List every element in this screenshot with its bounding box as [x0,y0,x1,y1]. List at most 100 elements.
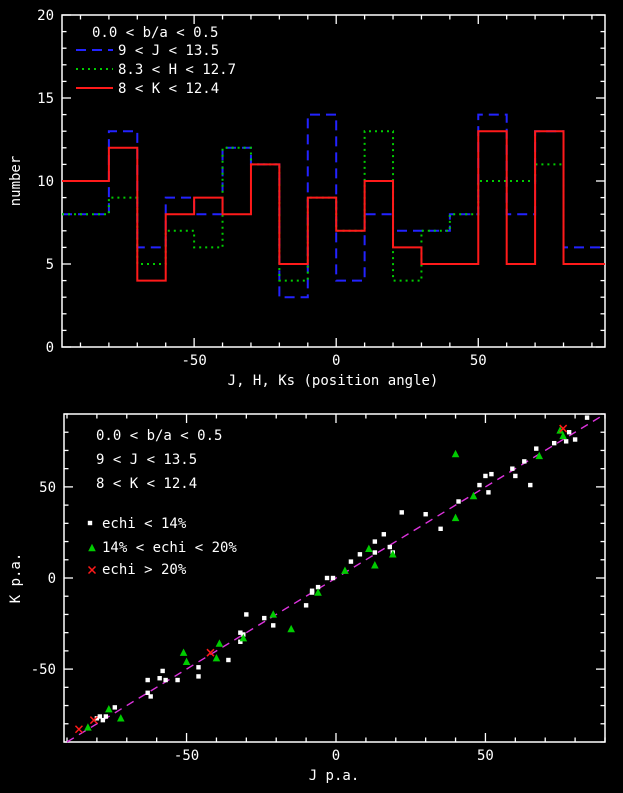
top-histogram-panel: 0.0 < b/a < 0.5 9 < J < 13.5 8.3 < H < 1… [8,8,606,389]
scatter-point-square [551,440,557,446]
scatter-point-square [94,716,100,721]
scatter-point-square [456,499,461,504]
scatter-point-square [438,526,443,531]
scatter-point-triangle [371,561,379,569]
scatter-point-square [303,603,309,608]
scatter-point-square [399,510,404,515]
y-tick-label: 0 [48,571,56,587]
bottom-annotation-k-range: 8 < K < 12.4 [96,476,197,492]
scatter-point-triangle [269,610,278,618]
scatter-point-square [160,668,165,674]
legend-label-echi-low: echi < 14% [102,516,187,532]
bottom-annotation-ba-range: 0.0 < b/a < 0.5 [96,428,222,444]
scatter-point-triangle [116,714,125,722]
x-tick-label: 0 [332,353,340,369]
scatter-point-square [103,714,109,719]
bottom-y-axis-title: K p.a. [8,553,24,604]
scatter-point-square [100,717,106,723]
y-tick-label: 0 [46,340,54,356]
scatter-point-square [196,665,201,670]
scatter-point-triangle [388,550,397,558]
scatter-points [74,415,590,734]
scatter-point-triangle [365,544,373,553]
x-tick-label: -50 [174,748,199,764]
legend-label-echi-high: echi > 20% [102,562,187,578]
scatter-point-square [148,694,153,699]
histogram-step-lines [62,113,605,299]
scatter-point-square [315,584,321,590]
y-tick-label: 5 [46,257,54,273]
bottom-scatter-panel: 0.0 < b/a < 0.5 9 < J < 13.5 8 < K < 12.… [8,413,606,784]
scatter-point-square [357,552,363,557]
scatter-point-square [572,437,578,442]
scatter-point-triangle [215,639,224,647]
scatter-point-square [145,677,150,683]
scatter-point-square [324,575,330,581]
scatter-point-square [566,430,572,435]
scatter-point-triangle [341,566,349,574]
bottom-legend-marker-samples [87,520,97,575]
scatter-point-triangle [287,624,295,633]
scatter-point-square [387,544,392,550]
scatter-point-square [522,459,527,464]
scatter-point-square [423,512,428,517]
scatter-point-square [348,559,354,564]
top-y-axis-title: number [8,156,24,207]
x-tick-label: 50 [470,353,487,369]
scatter-point-square [381,532,387,537]
histogram-step-dashed [62,113,605,299]
legend-label-j-band: 9 < J < 13.5 [118,43,219,59]
scatter-point-square [489,471,494,477]
scatter-point-square [483,473,488,479]
scatter-point-square [563,439,569,444]
top-tick-labels: -50 0 50 0 5 10 15 20 [37,8,487,369]
scatter-point-square [262,615,267,621]
scatter-point-square [175,677,180,683]
scatter-point-triangle [451,513,460,522]
x-tick-label: 0 [332,748,340,764]
scatter-point-triangle [179,648,188,656]
legend-label-echi-mid: 14% < echi < 20% [102,540,237,556]
histogram-step-dotted [62,130,605,282]
scatter-point-square [372,539,378,544]
scatter-point-square [477,482,482,488]
top-annotation-ba-range: 0.0 < b/a < 0.5 [92,25,218,41]
scatter-point-square [163,677,168,683]
scatter-point-triangle [88,543,96,552]
scatter-point-triangle [469,491,478,500]
x-tick-label: 50 [477,748,494,764]
scatter-point-square [372,550,378,555]
y-tick-label: -50 [31,662,56,678]
y-tick-label: 50 [39,480,56,496]
scatter-point-square [145,690,150,695]
y-tick-label: 20 [37,8,54,24]
scatter-point-triangle [105,705,113,713]
scatter-point-triangle [556,426,564,434]
top-legend-line-samples [76,49,113,89]
legend-label-h-band: 8.3 < H < 12.7 [118,62,236,78]
y-tick-label: 10 [37,174,54,190]
bottom-x-axis-title: J p.a. [309,768,360,784]
scatter-point-square [271,623,276,628]
bottom-axis-ticks [64,413,606,743]
scatter-point-x [74,725,83,734]
identity-reference-line [66,413,606,743]
scatter-point-square [513,473,518,479]
scatter-point-triangle [314,588,322,596]
bottom-tick-labels: -50 0 50 -50 0 50 [31,480,494,764]
histogram-step-solid [62,130,605,282]
scatter-point-x [206,648,215,657]
y-equals-x-line [66,413,606,743]
scatter-point-triangle [451,449,460,458]
scatter-point-x [89,716,98,725]
scatter-point-square [584,415,590,420]
scatter-point-triangle [212,653,221,662]
scatter-point-square [486,490,491,495]
scatter-point-triangle [182,657,191,666]
scatter-point-square [87,520,93,526]
bottom-annotation-j-range: 9 < J < 13.5 [96,452,197,468]
scatter-point-square [528,482,533,488]
scatter-point-triangle [239,633,248,642]
scatter-point-square [330,575,336,581]
